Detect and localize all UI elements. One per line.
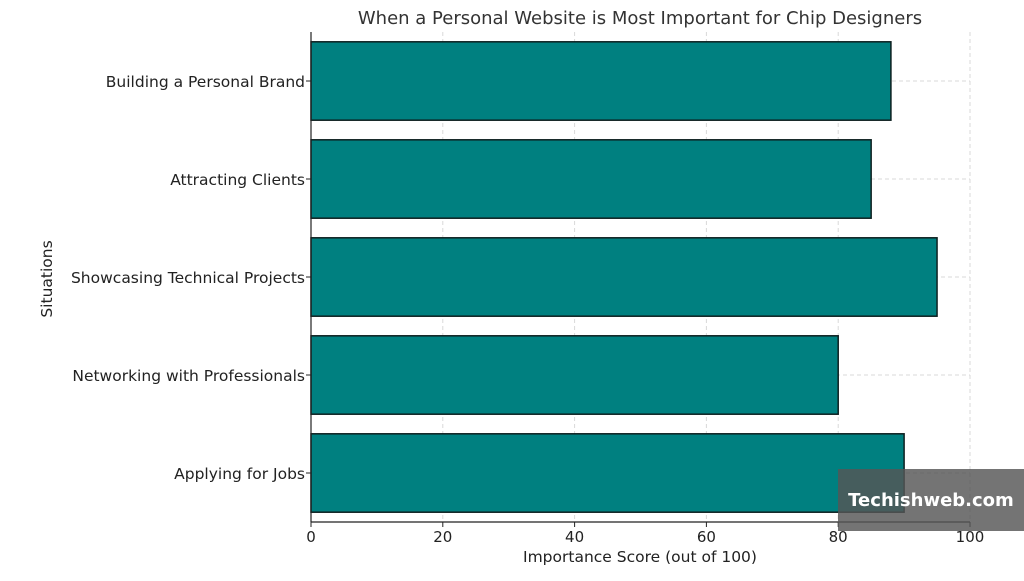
x-tick-label: 60	[697, 528, 716, 546]
watermark: Techishweb.com	[838, 469, 1024, 531]
bar	[310, 335, 839, 415]
bar-layer	[310, 41, 938, 513]
category-label: Networking with Professionals	[72, 367, 305, 385]
category-label: Showcasing Technical Projects	[71, 269, 305, 287]
category-label: Building a Personal Brand	[106, 73, 305, 91]
bar	[310, 41, 892, 121]
x-tick-label: 100	[956, 528, 985, 546]
chart-title: When a Personal Website is Most Importan…	[358, 8, 922, 29]
x-tick-label: 0	[306, 528, 316, 546]
watermark-text: Techishweb.com	[848, 490, 1014, 511]
x-tick-label: 40	[565, 528, 584, 546]
x-tick-label: 20	[433, 528, 452, 546]
watermark-background	[838, 469, 1024, 531]
category-label: Attracting Clients	[170, 171, 305, 189]
x-axis-title: Importance Score (out of 100)	[523, 548, 757, 566]
label-layer: 0 20 40 60 80 100 Building a Personal Brand Att…	[71, 73, 984, 546]
bar	[310, 139, 872, 219]
category-label: Applying for Jobs	[174, 465, 305, 483]
y-axis-title: Situations	[38, 240, 56, 317]
x-tick-label: 80	[829, 528, 848, 546]
bar	[310, 237, 938, 317]
bar	[310, 433, 905, 513]
